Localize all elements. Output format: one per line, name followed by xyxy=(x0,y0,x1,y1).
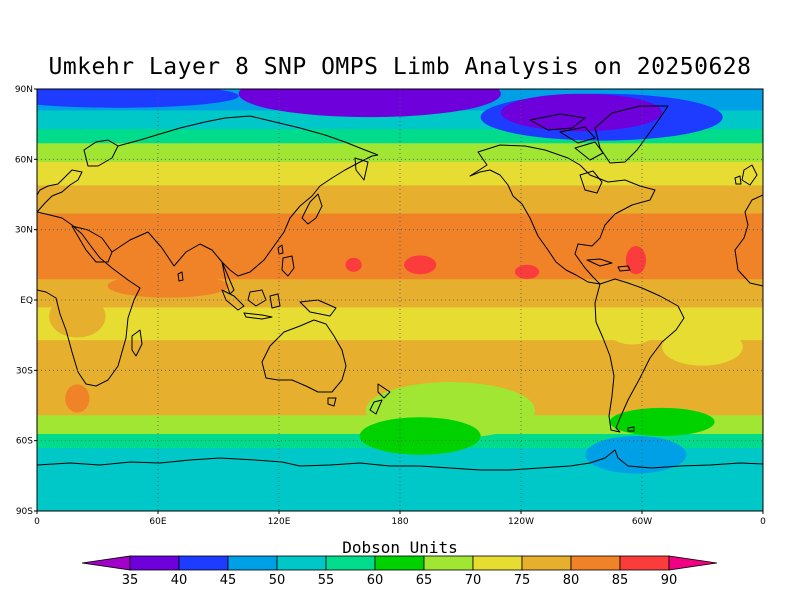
colorbar-level-label: 35 xyxy=(122,573,139,588)
y-tick-label: 90S xyxy=(16,507,33,517)
coastlines xyxy=(37,105,763,471)
ozone-region xyxy=(37,89,239,108)
y-tick-label: EQ xyxy=(20,296,33,306)
x-tick-label: 60W xyxy=(632,517,652,527)
ozone-region xyxy=(359,417,481,455)
x-tick-label: 120E xyxy=(268,517,291,527)
x-tick-label: 180 xyxy=(391,517,408,527)
colorbar-swatch xyxy=(570,555,621,571)
colorbar-level-label: 40 xyxy=(171,573,188,588)
ozone-contour-fills xyxy=(37,89,763,511)
colorbar-labels: 35 40 45 50 55 60 65 70 75 80 85 90 xyxy=(122,573,678,588)
colorbar-level-label: 55 xyxy=(318,573,335,588)
colorbar: Dobson Units 35 40 45 50 55 60 65 70 75 80 85 90 xyxy=(81,538,718,588)
colorbar-swatch xyxy=(472,555,523,571)
colorbar-level-label: 85 xyxy=(612,573,629,588)
lat-lon-gridlines xyxy=(37,89,763,511)
ozone-region xyxy=(625,246,647,275)
ozone-region xyxy=(238,89,501,118)
colorbar-level-label: 45 xyxy=(220,573,237,588)
colorbar-level-label: 70 xyxy=(465,573,482,588)
y-tick-label: 90N xyxy=(15,85,33,95)
colorbar-swatch xyxy=(374,555,425,571)
x-tick-label: 60E xyxy=(149,517,166,527)
ozone-region xyxy=(49,295,106,338)
ozone-region xyxy=(585,435,687,474)
ozone-region xyxy=(607,316,657,345)
colorbar-level-label: 80 xyxy=(563,573,580,588)
colorbar-level-label: 60 xyxy=(367,573,384,588)
ozone-region xyxy=(722,220,763,240)
ozone-region xyxy=(345,257,362,272)
colorbar-title: Dobson Units xyxy=(342,538,458,557)
ozone-region xyxy=(65,384,90,413)
y-tick-label: 60S xyxy=(16,437,33,447)
colorbar-swatch xyxy=(325,555,376,571)
colorbar-swatch xyxy=(521,555,572,571)
colorbar-level-label: 75 xyxy=(514,573,531,588)
map-panel: 90N 60N 30N EQ 30S 60S 90S 0 60E 120E 180 120W 60W 0 xyxy=(15,85,766,527)
colorbar-level-label: 65 xyxy=(416,573,433,588)
longitude-axis: 0 60E 120E 180 120W 60W 0 xyxy=(34,511,766,527)
colorbar-level-label: 90 xyxy=(661,573,678,588)
colorbar-swatch xyxy=(276,555,327,571)
ozone-band xyxy=(37,162,763,190)
x-tick-label: 120W xyxy=(508,517,534,527)
x-tick-label: 0 xyxy=(760,517,766,527)
ozone-band xyxy=(37,213,763,284)
ozone-region xyxy=(404,255,437,275)
colorbar-swatch xyxy=(423,555,474,571)
colorbar-swatch xyxy=(227,555,278,571)
colorbar-swatch xyxy=(619,555,670,571)
ozone-region xyxy=(662,328,743,366)
map-title: Umkehr Layer 8 SNP OMPS Limb Analysis on… xyxy=(48,54,752,80)
colorbar-swatch xyxy=(178,555,229,571)
colorbar-level-label: 50 xyxy=(269,573,286,588)
x-tick-label: 0 xyxy=(34,517,40,527)
ozone-region xyxy=(609,407,715,436)
colorbar-swatch xyxy=(129,555,180,571)
colorbar-swatches xyxy=(81,555,718,571)
y-tick-label: 30N xyxy=(15,226,33,236)
y-tick-label: 30S xyxy=(16,366,33,376)
ozone-band xyxy=(37,143,763,167)
ozone-region xyxy=(514,264,540,279)
colorbar-min-arrow xyxy=(81,555,131,571)
latitude-axis: 90N 60N 30N EQ 30S 60S 90S xyxy=(15,85,37,517)
y-tick-label: 60N xyxy=(15,155,33,165)
ozone-region xyxy=(500,93,663,132)
colorbar-max-arrow xyxy=(668,555,718,571)
